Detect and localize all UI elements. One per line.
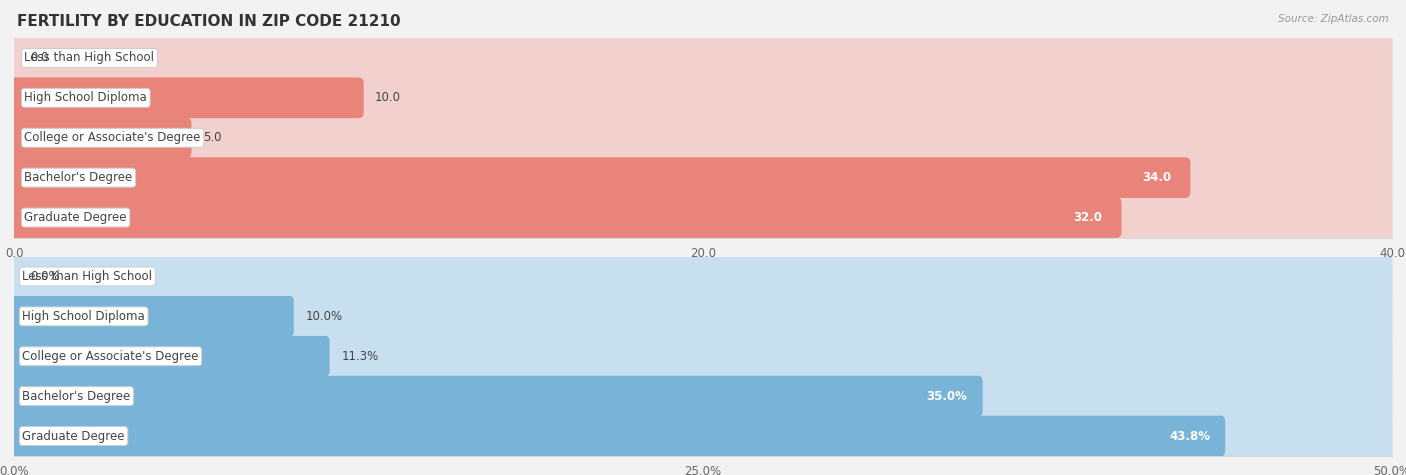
Bar — [14, 416, 1392, 456]
Bar — [14, 376, 1392, 416]
FancyBboxPatch shape — [8, 197, 1122, 238]
Bar — [14, 118, 1392, 158]
Text: FERTILITY BY EDUCATION IN ZIP CODE 21210: FERTILITY BY EDUCATION IN ZIP CODE 21210 — [17, 14, 401, 29]
Text: Less than High School: Less than High School — [22, 270, 152, 283]
Text: 5.0: 5.0 — [202, 131, 221, 144]
FancyBboxPatch shape — [8, 157, 1191, 198]
Text: Bachelor's Degree: Bachelor's Degree — [22, 390, 131, 403]
FancyBboxPatch shape — [10, 256, 1396, 297]
Text: 34.0: 34.0 — [1142, 171, 1171, 184]
FancyBboxPatch shape — [10, 296, 294, 337]
Text: High School Diploma: High School Diploma — [24, 91, 148, 104]
Text: College or Associate's Degree: College or Associate's Degree — [22, 350, 198, 363]
Bar — [14, 256, 1392, 296]
Text: 32.0: 32.0 — [1074, 211, 1102, 224]
Bar — [14, 198, 1392, 238]
FancyBboxPatch shape — [8, 197, 1398, 238]
FancyBboxPatch shape — [8, 117, 1398, 158]
Text: Bachelor's Degree: Bachelor's Degree — [24, 171, 132, 184]
Text: 43.8%: 43.8% — [1168, 429, 1211, 443]
FancyBboxPatch shape — [10, 416, 1225, 456]
FancyBboxPatch shape — [10, 296, 1396, 337]
Text: High School Diploma: High School Diploma — [22, 310, 145, 323]
FancyBboxPatch shape — [10, 336, 1396, 377]
FancyBboxPatch shape — [8, 77, 1398, 118]
Text: 0.0%: 0.0% — [31, 270, 60, 283]
Text: Source: ZipAtlas.com: Source: ZipAtlas.com — [1278, 14, 1389, 24]
FancyBboxPatch shape — [10, 376, 1396, 417]
Text: Graduate Degree: Graduate Degree — [22, 429, 125, 443]
Text: College or Associate's Degree: College or Associate's Degree — [24, 131, 201, 144]
Text: 11.3%: 11.3% — [342, 350, 380, 363]
FancyBboxPatch shape — [10, 376, 983, 417]
Bar — [14, 78, 1392, 118]
Bar — [14, 158, 1392, 198]
Text: 10.0%: 10.0% — [307, 310, 343, 323]
FancyBboxPatch shape — [10, 336, 329, 377]
Text: 10.0: 10.0 — [375, 91, 401, 104]
Bar — [14, 296, 1392, 336]
FancyBboxPatch shape — [8, 77, 364, 118]
FancyBboxPatch shape — [8, 117, 191, 158]
Text: 35.0%: 35.0% — [927, 390, 967, 403]
FancyBboxPatch shape — [8, 157, 1398, 198]
Text: Less than High School: Less than High School — [24, 51, 155, 65]
Text: Graduate Degree: Graduate Degree — [24, 211, 127, 224]
Text: 0.0: 0.0 — [31, 51, 49, 65]
Bar — [14, 336, 1392, 376]
Bar — [14, 38, 1392, 78]
FancyBboxPatch shape — [8, 38, 1398, 78]
FancyBboxPatch shape — [10, 416, 1396, 456]
